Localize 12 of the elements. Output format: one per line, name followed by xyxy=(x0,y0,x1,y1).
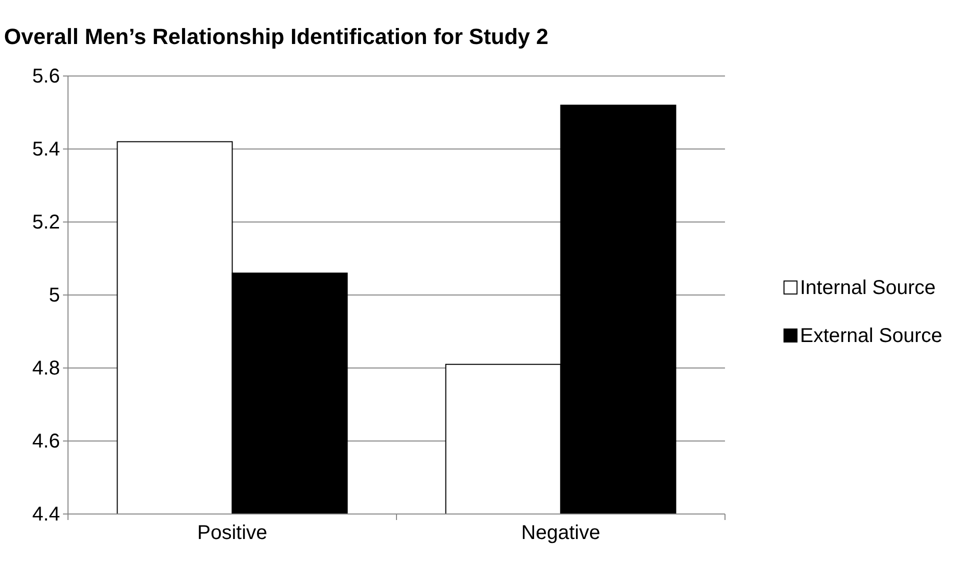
y-tick-label: 5 xyxy=(48,284,60,306)
y-tick-label: 4.8 xyxy=(32,357,60,380)
y-tick-label: 5.2 xyxy=(32,211,60,234)
y-tick-label: 4.4 xyxy=(32,503,60,526)
y-tick-label: 5.6 xyxy=(32,65,60,88)
legend-label: External Source xyxy=(800,325,942,347)
y-tick-label: 5.4 xyxy=(32,138,60,160)
x-tick-label: Positive xyxy=(197,522,268,544)
chart-title: Overall Men’s Relationship Identification for Study 2 xyxy=(4,24,548,49)
y-tick-label: 4.6 xyxy=(32,430,60,452)
x-tick-label: Negative xyxy=(521,522,600,544)
legend-label: Internal Source xyxy=(800,277,936,299)
